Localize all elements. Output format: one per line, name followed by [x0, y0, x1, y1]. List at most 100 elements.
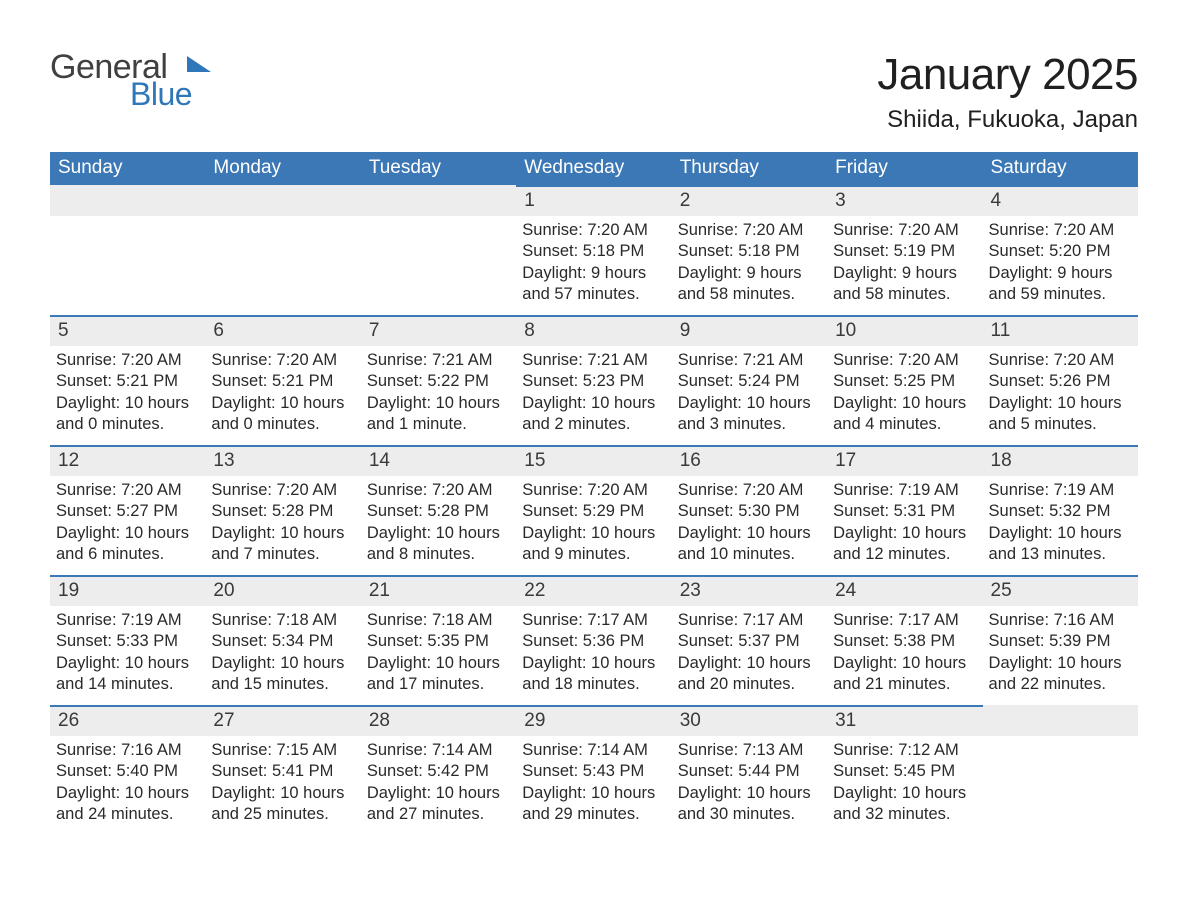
day-number: 18	[983, 445, 1138, 476]
calendar-week: 5Sunrise: 7:20 AMSunset: 5:21 PMDaylight…	[50, 315, 1138, 443]
sunrise-label: Sunrise: 7:17 AM	[522, 610, 665, 631]
sunset-label: Sunset: 5:21 PM	[211, 371, 354, 392]
day-number: 3	[827, 185, 982, 216]
daylight-label: Daylight: 10 hours and 20 minutes.	[678, 653, 821, 695]
calendar-day: 26Sunrise: 7:16 AMSunset: 5:40 PMDayligh…	[50, 705, 205, 833]
sunrise-label: Sunrise: 7:20 AM	[367, 480, 510, 501]
daylight-label: Daylight: 10 hours and 6 minutes.	[56, 523, 199, 565]
day-number	[361, 185, 516, 216]
calendar-day: 28Sunrise: 7:14 AMSunset: 5:42 PMDayligh…	[361, 705, 516, 833]
day-number: 15	[516, 445, 671, 476]
daylight-label: Daylight: 10 hours and 27 minutes.	[367, 783, 510, 825]
daylight-label: Daylight: 10 hours and 32 minutes.	[833, 783, 976, 825]
sunset-label: Sunset: 5:34 PM	[211, 631, 354, 652]
calendar-week: 1Sunrise: 7:20 AMSunset: 5:18 PMDaylight…	[50, 185, 1138, 313]
weekday-header-row: SundayMondayTuesdayWednesdayThursdayFrid…	[50, 152, 1138, 185]
sunset-label: Sunset: 5:18 PM	[522, 241, 665, 262]
sunrise-label: Sunrise: 7:20 AM	[833, 350, 976, 371]
sunset-label: Sunset: 5:43 PM	[522, 761, 665, 782]
daylight-label: Daylight: 10 hours and 29 minutes.	[522, 783, 665, 825]
sunset-label: Sunset: 5:33 PM	[56, 631, 199, 652]
calendar-day: 9 Sunrise: 7:21 AMSunset: 5:24 PMDaylight…	[672, 315, 827, 443]
calendar-day: 22Sunrise: 7:17 AMSunset: 5:36 PMDayligh…	[516, 575, 671, 703]
day-number: 30	[672, 705, 827, 736]
calendar-day-empty	[983, 705, 1138, 833]
weekday-header: Thursday	[672, 152, 827, 185]
day-number: 12	[50, 445, 205, 476]
sunrise-label: Sunrise: 7:20 AM	[211, 350, 354, 371]
daylight-label: Daylight: 10 hours and 21 minutes.	[833, 653, 976, 695]
day-number: 26	[50, 705, 205, 736]
daylight-label: Daylight: 10 hours and 25 minutes.	[211, 783, 354, 825]
calendar-day: 11Sunrise: 7:20 AMSunset: 5:26 PMDayligh…	[983, 315, 1138, 443]
calendar-day: 30Sunrise: 7:13 AMSunset: 5:44 PMDayligh…	[672, 705, 827, 833]
sunset-label: Sunset: 5:36 PM	[522, 631, 665, 652]
calendar-day: 20Sunrise: 7:18 AMSunset: 5:34 PMDayligh…	[205, 575, 360, 703]
calendar-day: 12Sunrise: 7:20 AMSunset: 5:27 PMDayligh…	[50, 445, 205, 573]
day-number: 29	[516, 705, 671, 736]
day-number: 2	[672, 185, 827, 216]
calendar-day: 14Sunrise: 7:20 AMSunset: 5:28 PMDayligh…	[361, 445, 516, 573]
sunset-label: Sunset: 5:30 PM	[678, 501, 821, 522]
calendar-day: 27Sunrise: 7:15 AMSunset: 5:41 PMDayligh…	[205, 705, 360, 833]
day-number: 31	[827, 705, 982, 736]
sunset-label: Sunset: 5:18 PM	[678, 241, 821, 262]
calendar-day: 31Sunrise: 7:12 AMSunset: 5:45 PMDayligh…	[827, 705, 982, 833]
sunset-label: Sunset: 5:21 PM	[56, 371, 199, 392]
day-number: 24	[827, 575, 982, 606]
calendar-day: 10Sunrise: 7:20 AMSunset: 5:25 PMDayligh…	[827, 315, 982, 443]
sunrise-label: Sunrise: 7:19 AM	[989, 480, 1132, 501]
day-number: 17	[827, 445, 982, 476]
day-number: 4	[983, 185, 1138, 216]
day-number: 5	[50, 315, 205, 346]
calendar-day: 2Sunrise: 7:20 AMSunset: 5:18 PMDaylight…	[672, 185, 827, 313]
sunset-label: Sunset: 5:38 PM	[833, 631, 976, 652]
sunset-label: Sunset: 5:40 PM	[56, 761, 199, 782]
sunset-label: Sunset: 5:26 PM	[989, 371, 1132, 392]
sunset-label: Sunset: 5:39 PM	[989, 631, 1132, 652]
daylight-label: Daylight: 10 hours and 8 minutes.	[367, 523, 510, 565]
sunrise-label: Sunrise: 7:20 AM	[989, 220, 1132, 241]
sunset-label: Sunset: 5:29 PM	[522, 501, 665, 522]
calendar-day: 23Sunrise: 7:17 AMSunset: 5:37 PMDayligh…	[672, 575, 827, 703]
daylight-label: Daylight: 10 hours and 10 minutes.	[678, 523, 821, 565]
daylight-label: Daylight: 10 hours and 0 minutes.	[211, 393, 354, 435]
calendar-day: 13Sunrise: 7:20 AMSunset: 5:28 PMDayligh…	[205, 445, 360, 573]
sunrise-label: Sunrise: 7:19 AM	[56, 610, 199, 631]
sunrise-label: Sunrise: 7:14 AM	[367, 740, 510, 761]
sunrise-label: Sunrise: 7:21 AM	[367, 350, 510, 371]
logo-word-2: Blue	[130, 78, 211, 110]
daylight-label: Daylight: 10 hours and 12 minutes.	[833, 523, 976, 565]
calendar-day: 17Sunrise: 7:19 AMSunset: 5:31 PMDayligh…	[827, 445, 982, 573]
sunset-label: Sunset: 5:24 PM	[678, 371, 821, 392]
sunset-label: Sunset: 5:23 PM	[522, 371, 665, 392]
weekday-header: Saturday	[983, 152, 1138, 185]
day-number: 1	[516, 185, 671, 216]
day-number: 9	[672, 315, 827, 346]
daylight-label: Daylight: 10 hours and 2 minutes.	[522, 393, 665, 435]
day-number: 28	[361, 705, 516, 736]
day-number	[983, 705, 1138, 736]
sunrise-label: Sunrise: 7:18 AM	[211, 610, 354, 631]
calendar-day: 16Sunrise: 7:20 AMSunset: 5:30 PMDayligh…	[672, 445, 827, 573]
sunset-label: Sunset: 5:32 PM	[989, 501, 1132, 522]
sunrise-label: Sunrise: 7:20 AM	[678, 220, 821, 241]
day-number: 22	[516, 575, 671, 606]
sunrise-label: Sunrise: 7:12 AM	[833, 740, 976, 761]
weekday-header: Sunday	[50, 152, 205, 185]
sunrise-label: Sunrise: 7:17 AM	[833, 610, 976, 631]
location-label: Shiida, Fukuoka, Japan	[877, 106, 1138, 134]
sunrise-label: Sunrise: 7:20 AM	[833, 220, 976, 241]
sunset-label: Sunset: 5:35 PM	[367, 631, 510, 652]
sunrise-label: Sunrise: 7:20 AM	[522, 220, 665, 241]
calendar-day-empty	[205, 185, 360, 313]
weekday-header: Tuesday	[361, 152, 516, 185]
header: General Blue January 2025 Shiida, Fukuok…	[50, 50, 1138, 134]
calendar-day: 25Sunrise: 7:16 AMSunset: 5:39 PMDayligh…	[983, 575, 1138, 703]
sunrise-label: Sunrise: 7:21 AM	[678, 350, 821, 371]
sunrise-label: Sunrise: 7:15 AM	[211, 740, 354, 761]
calendar: SundayMondayTuesdayWednesdayThursdayFrid…	[50, 152, 1138, 833]
sunset-label: Sunset: 5:28 PM	[367, 501, 510, 522]
daylight-label: Daylight: 10 hours and 3 minutes.	[678, 393, 821, 435]
daylight-label: Daylight: 10 hours and 17 minutes.	[367, 653, 510, 695]
